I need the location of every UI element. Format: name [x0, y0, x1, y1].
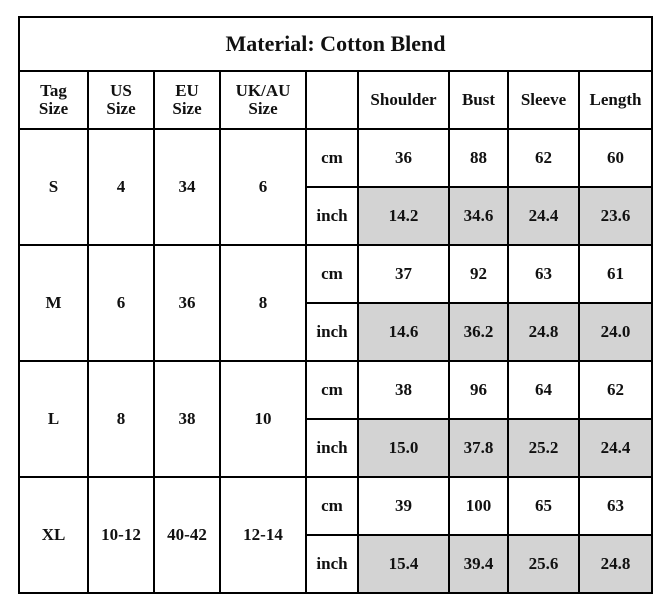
grid-line-band: [18, 244, 653, 246]
inch-value-cell: 37.8: [450, 420, 507, 476]
header-us-size-line-2: Size: [106, 99, 136, 118]
header-tag-size-line-2: Size: [38, 99, 69, 118]
inch-value-cell: 25.6: [509, 536, 578, 592]
header-us-size: US Size: [89, 72, 153, 128]
cm-value-cell: 88: [470, 148, 487, 167]
cm-value-cell: 39: [395, 496, 412, 515]
cm-value-cell: 36: [395, 148, 412, 167]
us-size-cell: 4: [116, 177, 126, 196]
grid-line-column: [219, 70, 221, 594]
header-length: Length: [589, 90, 642, 109]
cm-value-cell: 63: [607, 496, 624, 515]
grid-line-band: [18, 360, 653, 362]
cm-value-cell: 60: [607, 148, 624, 167]
header-uk-au-size-line-2: Size: [248, 99, 278, 118]
header-uk-au-size: UK/AU Size: [221, 72, 305, 128]
cm-value-cell: 64: [535, 380, 552, 399]
unit-label-cm: cm: [321, 496, 343, 515]
inch-value-cell: 24.8: [580, 536, 651, 592]
inch-value-cell: 39.4: [450, 536, 507, 592]
grid-line-band: [18, 592, 653, 594]
header-shoulder: Shoulder: [370, 90, 437, 109]
inch-value-cell: 34.6: [450, 188, 507, 244]
eu-size-cell: 36: [178, 293, 196, 312]
unit-label-inch: inch: [316, 206, 348, 225]
us-size-cell: 6: [116, 293, 126, 312]
inch-value-cell: 24.0: [580, 304, 651, 360]
cm-value-cell: 62: [607, 380, 624, 399]
inch-value-cell: 24.4: [580, 420, 651, 476]
unit-label-inch: inch: [316, 438, 348, 457]
grid-line-header: [18, 128, 653, 130]
inch-value-cell: 23.6: [580, 188, 651, 244]
eu-size-cell: 40-42: [167, 525, 207, 544]
cm-value-cell: 38: [395, 380, 412, 399]
grid-line-column: [578, 70, 580, 594]
header-eu-size-line-1: EU: [175, 81, 199, 100]
eu-size-cell: 34: [178, 177, 196, 196]
grid-line-top: [18, 16, 653, 18]
uk-au-size-cell: 8: [258, 293, 268, 312]
grid-line-right: [651, 16, 653, 594]
grid-line-column: [507, 70, 509, 594]
grid-line-column: [305, 70, 307, 594]
grid-line-column: [357, 70, 359, 594]
inch-value-cell: 15.4: [359, 536, 448, 592]
grid-line-column: [153, 70, 155, 594]
header-unit-blank: [307, 72, 357, 128]
inch-value-cell: 24.4: [509, 188, 578, 244]
grid-line-left: [18, 16, 20, 594]
grid-line-column: [448, 70, 450, 594]
cm-value-cell: 63: [535, 264, 552, 283]
cm-value-cell: 61: [607, 264, 624, 283]
inch-value-cell: 14.6: [359, 304, 448, 360]
tag-size-cell: M: [45, 293, 62, 312]
unit-label-inch: inch: [316, 322, 348, 341]
uk-au-size-cell: 10: [254, 409, 272, 428]
header-tag-size: Tag Size: [20, 72, 87, 128]
header-sleeve: Sleeve: [520, 90, 567, 109]
grid-line-title: [18, 70, 653, 72]
grid-line-unit-split: [305, 534, 653, 536]
cm-value-cell: 92: [470, 264, 487, 283]
grid-line-unit-split: [305, 302, 653, 304]
eu-size-cell: 38: [178, 409, 196, 428]
cm-value-cell: 62: [535, 148, 552, 167]
inch-value-cell: 24.8: [509, 304, 578, 360]
header-eu-size: EU Size: [155, 72, 219, 128]
cm-value-cell: 100: [465, 496, 492, 515]
inch-value-cell: 15.0: [359, 420, 448, 476]
header-eu-size-line-2: Size: [172, 99, 202, 118]
cm-value-cell: 96: [470, 380, 487, 399]
cm-value-cell: 65: [535, 496, 552, 515]
unit-label-inch: inch: [316, 554, 348, 573]
unit-label-cm: cm: [321, 264, 343, 283]
uk-au-size-cell: 12-14: [243, 525, 283, 544]
us-size-cell: 10-12: [101, 525, 141, 544]
unit-label-cm: cm: [321, 380, 343, 399]
uk-au-size-cell: 6: [258, 177, 268, 196]
inch-value-cell: 36.2: [450, 304, 507, 360]
inch-value-cell: 14.2: [359, 188, 448, 244]
grid-line-unit-split: [305, 186, 653, 188]
header-uk-au-size-line-1: UK/AU: [235, 81, 291, 100]
grid-line-column: [87, 70, 89, 594]
cm-value-cell: 37: [395, 264, 412, 283]
tag-size-cell: XL: [41, 525, 66, 544]
tag-size-cell: S: [48, 177, 59, 196]
header-tag-size-line-1: Tag: [40, 81, 67, 100]
us-size-cell: 8: [116, 409, 126, 428]
inch-value-cell: 25.2: [509, 420, 578, 476]
unit-label-cm: cm: [321, 148, 343, 167]
grid-line-unit-split: [305, 418, 653, 420]
grid-line-band: [18, 476, 653, 478]
header-bust: Bust: [461, 90, 496, 109]
tag-size-cell: L: [47, 409, 60, 428]
header-us-size-line-1: US: [110, 81, 132, 100]
table-title: Material: Cotton Blend: [225, 31, 446, 56]
